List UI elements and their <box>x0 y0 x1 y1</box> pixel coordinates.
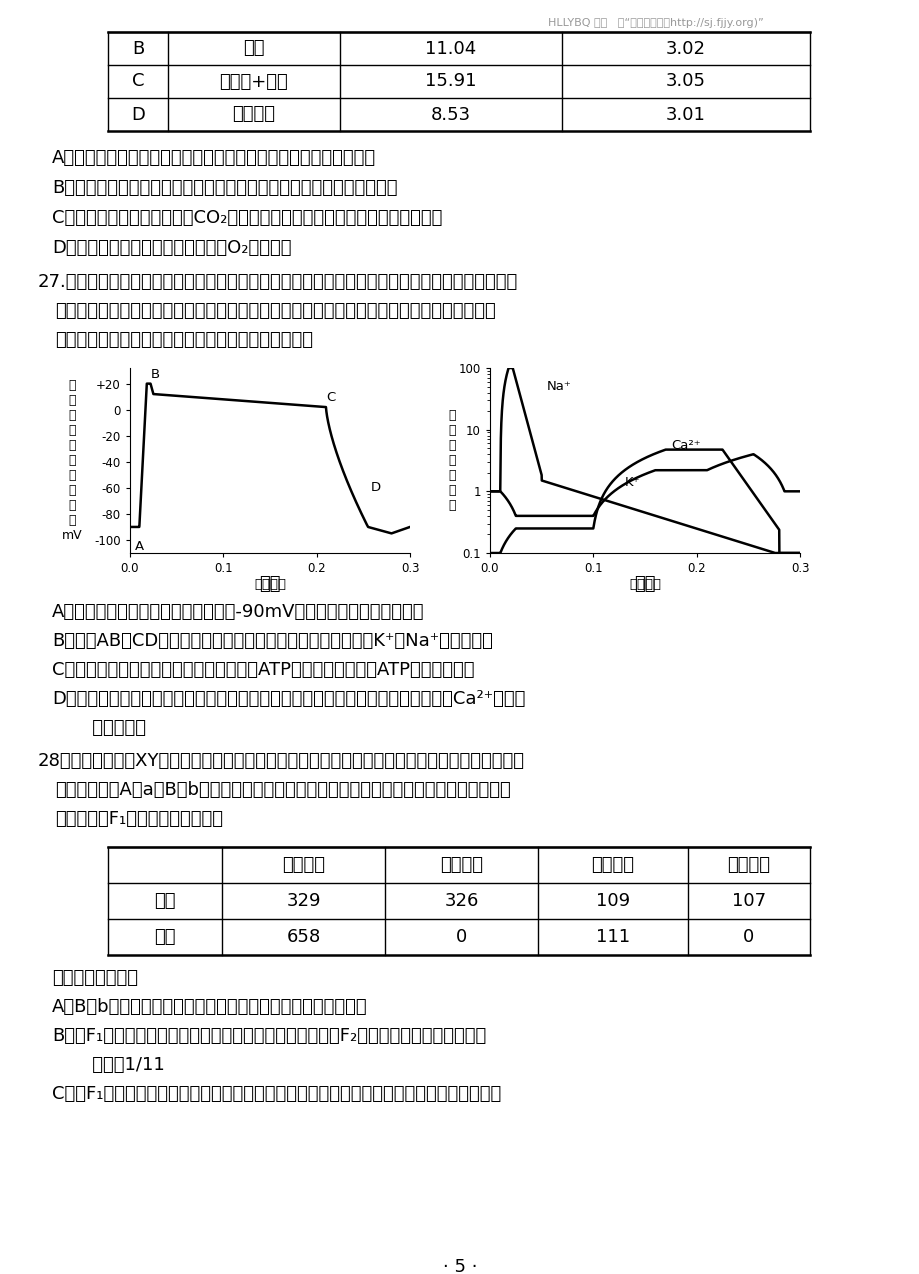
Text: K⁺: K⁺ <box>624 475 639 489</box>
Text: 离子的相对通透性变化。据图分析，下列说法正确的是: 离子的相对通透性变化。据图分析，下列说法正确的是 <box>55 331 312 349</box>
Text: 灰身长毛: 灰身长毛 <box>282 856 324 874</box>
Text: C．心室肌纤维细胞产生动作电位的过程有ATP的消耗，所消耗的ATP由线粒体提供: C．心室肌纤维细胞产生动作电位的过程有ATP的消耗，所消耗的ATP由线粒体提供 <box>52 661 474 679</box>
Text: D: D <box>370 482 380 494</box>
Text: B．引起AB、CD段变化的主要原因分别是心室肌纤维细胞膜对K⁺、Na⁺通透性增大: B．引起AB、CD段变化的主要原因分别是心室肌纤维细胞膜对K⁺、Na⁺通透性增大 <box>52 632 493 650</box>
Text: C．让F₁灰身长毛雄性个体与多个基因型与亲本相同的雌性个体自由交配，子代中黑身长毛雌: C．让F₁灰身长毛雄性个体与多个基因型与亲本相同的雌性个体自由交配，子代中黑身长… <box>52 1085 501 1103</box>
Text: 28．【加试题】某XY型性别决定的动物，体色有灰身和黑身、体毛有长毛和短毛，两对相对性状分: 28．【加试题】某XY型性别决定的动物，体色有灰身和黑身、体毛有长毛和短毛，两对… <box>38 752 525 769</box>
Text: 不作处理: 不作处理 <box>233 106 275 124</box>
Text: C: C <box>325 391 335 404</box>
Text: 8.53: 8.53 <box>430 106 471 124</box>
Text: 别由等位基因A、a和B、b控制。现用一对表现型都为灰身长毛的雌雄个体，进行多次杂交实: 别由等位基因A、a和B、b控制。现用一对表现型都为灰身长毛的雌雄个体，进行多次杂… <box>55 781 510 799</box>
Text: 开时间较长: 开时间较长 <box>75 719 146 736</box>
Text: 黑身长毛: 黑身长毛 <box>591 856 634 874</box>
Text: HLLYBQ 整理   供“高中试卷网（http://sj.fjjy.org)”: HLLYBQ 整理 供“高中试卷网（http://sj.fjjy.org)” <box>548 18 763 28</box>
Text: · 5 ·: · 5 · <box>442 1257 477 1274</box>
X-axis label: 时间：秒: 时间：秒 <box>629 578 660 591</box>
Text: 0: 0 <box>743 927 754 947</box>
Text: 3.05: 3.05 <box>665 73 705 90</box>
Text: 比例为1/11: 比例为1/11 <box>75 1056 165 1074</box>
Text: 氮肥: 氮肥 <box>243 39 265 57</box>
Text: A．保水剂与氮肥配施主要通过影响碳反应速率来提高光合作用速率: A．保水剂与氮肥配施主要通过影响碳反应速率来提高光合作用速率 <box>52 149 376 167</box>
Text: 658: 658 <box>286 927 321 947</box>
Text: A．B和b基因所在的染色体碱基数量相等，但碱基排列顺序不同: A．B和b基因所在的染色体碱基数量相等，但碱基排列顺序不同 <box>52 998 368 1015</box>
Text: 109: 109 <box>596 892 630 910</box>
Text: 111: 111 <box>596 927 630 947</box>
Text: B: B <box>131 39 144 57</box>
Text: D．保水剂与氮肥配施提高了小麦的O₂生成速率: D．保水剂与氮肥配施提高了小麦的O₂生成速率 <box>52 240 291 257</box>
Text: C．保水剂与氮肥配施提高了CO₂吸收量的原因是提高光合作用酶的数量和活性: C．保水剂与氮肥配施提高了CO₂吸收量的原因是提高光合作用酶的数量和活性 <box>52 209 442 227</box>
Text: B: B <box>151 368 160 381</box>
Text: B．保水剂与氮肥均有利于提高小麦光合作用强度，且两者具有协同效应: B．保水剂与氮肥均有利于提高小麦光合作用强度，且两者具有协同效应 <box>52 180 397 197</box>
Text: 3.02: 3.02 <box>665 39 705 57</box>
Text: 图２: 图２ <box>633 575 655 592</box>
Text: 15.91: 15.91 <box>425 73 476 90</box>
Text: A．心室肌纤维细胞的静息电位值接近-90mV，此状态下无离子进出细胞: A．心室肌纤维细胞的静息电位值接近-90mV，此状态下无离子进出细胞 <box>52 603 424 620</box>
Text: 11.04: 11.04 <box>425 39 476 57</box>
Text: 329: 329 <box>286 892 321 910</box>
Text: 验，得到的F₁表现型及数量如下表: 验，得到的F₁表现型及数量如下表 <box>55 810 222 828</box>
Text: 107: 107 <box>732 892 766 910</box>
Text: D．与神经细胞动作电位相比，心室肌纤维细胞动作电位持续时间较长，可能原因是Ca²⁺通道打: D．与神经细胞动作电位相比，心室肌纤维细胞动作电位持续时间较长，可能原因是Ca²… <box>52 691 525 708</box>
Text: 黑身短毛: 黑身短毛 <box>727 856 770 874</box>
Text: 离
子
相
对
通
透
性: 离 子 相 对 通 透 性 <box>448 409 455 512</box>
Text: B．让F₁灰身长毛雄性个体与黑身长毛雌性个体自由交配，F₂中黑身长毛雌性个体所占的: B．让F₁灰身长毛雄性个体与黑身长毛雌性个体自由交配，F₂中黑身长毛雌性个体所占… <box>52 1027 486 1045</box>
X-axis label: 时间：秒: 时间：秒 <box>254 578 286 591</box>
Text: 心
室
肌
纤
维
细
胞
膜
电
位
mV: 心 室 肌 纤 维 细 胞 膜 电 位 mV <box>62 378 82 541</box>
Text: C: C <box>131 73 144 90</box>
Text: 3.01: 3.01 <box>665 106 705 124</box>
Text: 保水剂+氮肥: 保水剂+氮肥 <box>220 73 288 90</box>
Text: 灰身短毛: 灰身短毛 <box>439 856 482 874</box>
Text: Na⁺: Na⁺ <box>546 380 571 394</box>
Text: 0: 0 <box>456 927 467 947</box>
Text: 326: 326 <box>444 892 478 910</box>
Text: 雄性: 雄性 <box>154 892 176 910</box>
Text: Ca²⁺: Ca²⁺ <box>670 440 699 452</box>
Text: 下列说法正确的是: 下列说法正确的是 <box>52 970 138 987</box>
Text: 雌性: 雌性 <box>154 927 176 947</box>
Text: 兴奋进而收缩。图１表示心室肌纤维的膜电位变化，图２表示心室肌纤维产生动作电位时有关: 兴奋进而收缩。图１表示心室肌纤维的膜电位变化，图２表示心室肌纤维产生动作电位时有… <box>55 302 495 320</box>
Text: D: D <box>130 106 145 124</box>
Text: A: A <box>134 540 143 553</box>
Text: 27.【加试题】心室肌纤维细胞与神经细胞一样，在接受刺激时，也能产生动作电位变化，引起细胞: 27.【加试题】心室肌纤维细胞与神经细胞一样，在接受刺激时，也能产生动作电位变化… <box>38 273 517 290</box>
Text: 图１: 图１ <box>259 575 280 592</box>
